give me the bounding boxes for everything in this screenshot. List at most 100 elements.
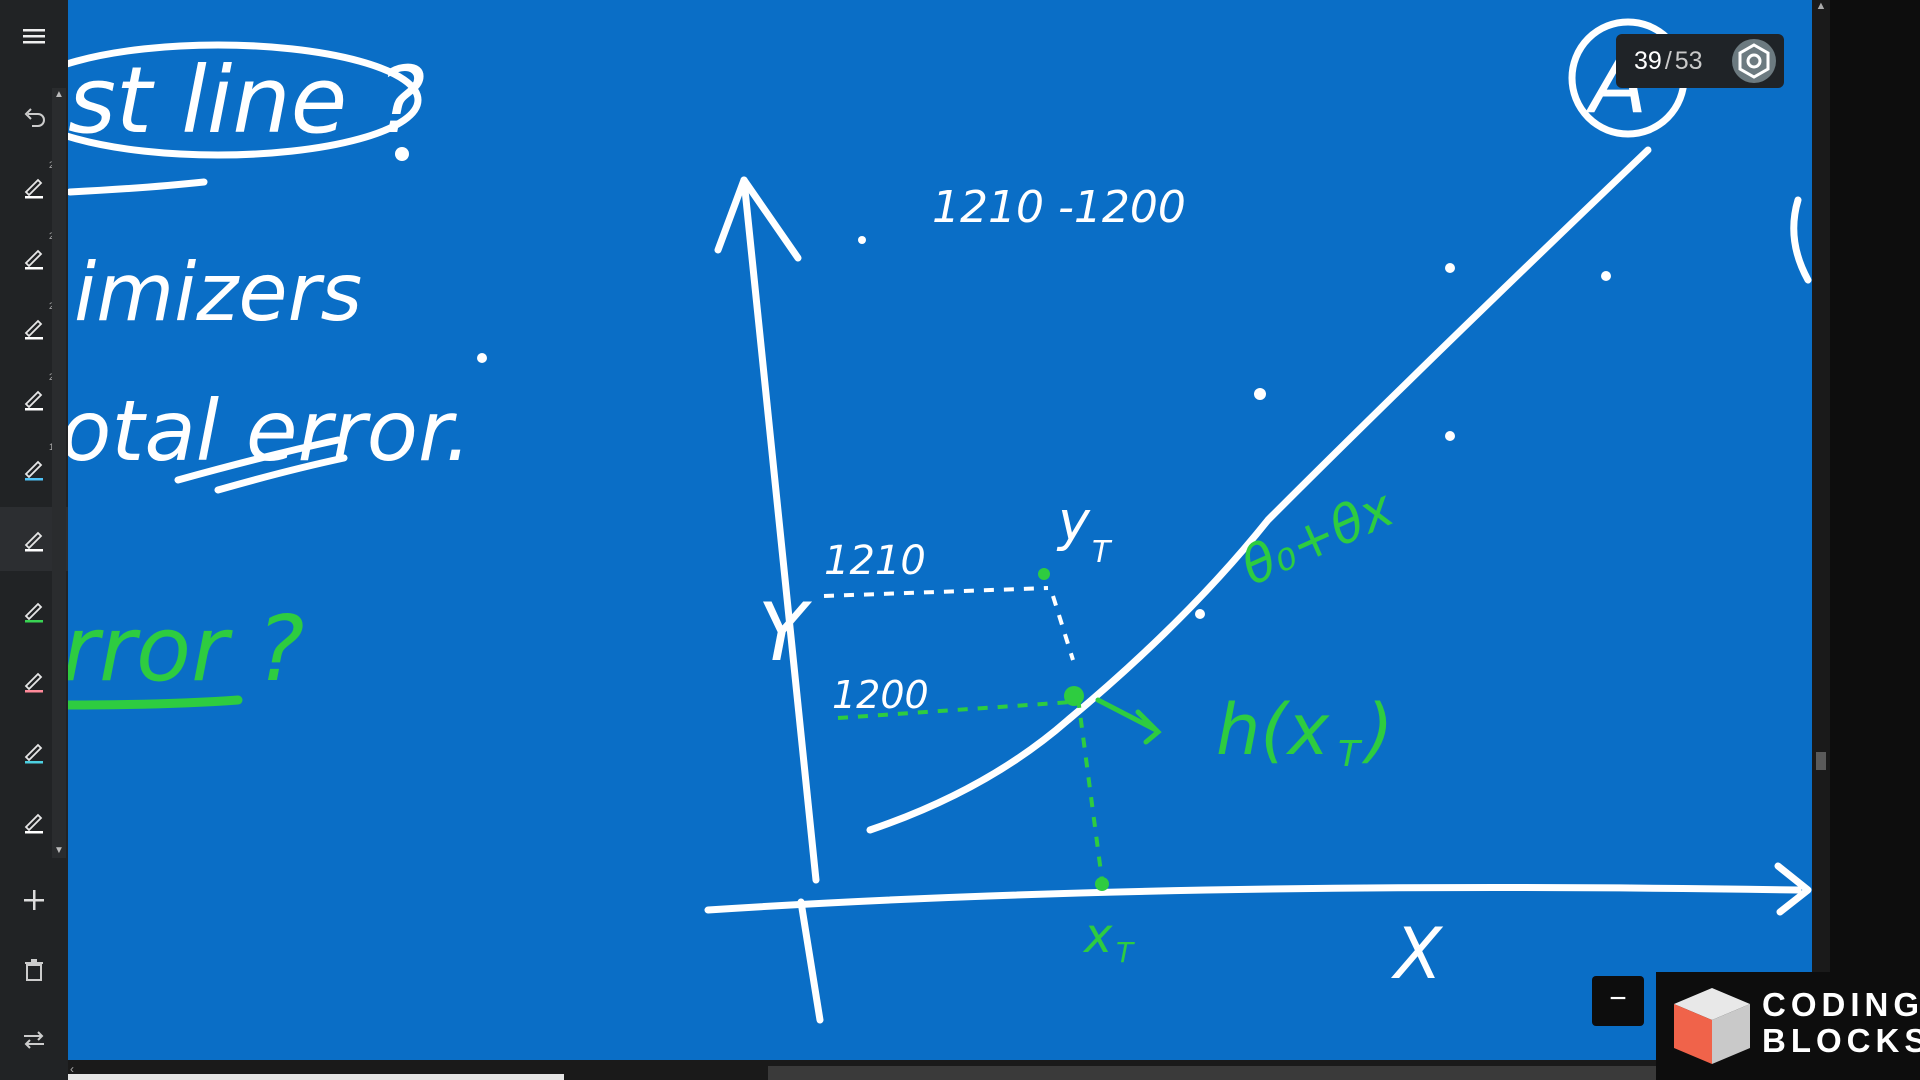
pen-icon [24,319,43,340]
right-margin [1830,0,1920,1080]
pen-tool-button[interactable] [0,578,68,642]
y-axis-arrow [714,176,802,262]
pen-badge: 2 [49,231,54,241]
xt-point [1095,877,1109,891]
pen-icon [24,178,43,199]
pen-icon [24,390,43,411]
scroll-down-icon[interactable]: ▼ [54,845,64,856]
data-point [1445,431,1455,441]
swap-icon [24,1031,44,1049]
annotation-difference: 1210 -1200 [932,182,1186,233]
data-point [1195,609,1205,619]
pen-tool-button[interactable]: 2 [0,225,68,289]
delete-button[interactable] [0,938,68,1002]
add-page-button[interactable] [0,868,68,932]
label-1200: 1200 [832,673,929,717]
y-axis-label: Y [758,586,813,679]
pen-icon [24,461,43,481]
pen-tool-button[interactable] [0,789,68,853]
scroll-up-icon[interactable]: ▲ [54,89,64,100]
total-pages: 53 [1674,46,1703,75]
y-t-subscript: T [1092,535,1113,570]
horizontal-scrollbar[interactable]: ‹ [68,1060,1812,1080]
pen-tool-button[interactable]: 2 [0,366,68,430]
pen-icon [24,602,43,623]
scroll-thumb[interactable] [68,1074,564,1080]
pen-tool-button[interactable]: 1 [0,436,68,500]
pen-icon [24,814,43,834]
question-dot [395,147,409,161]
data-point [858,236,866,244]
period-dot [477,353,487,363]
whiteboard-canvas[interactable]: st line ? imizers otal error. 1210 -1200… [68,0,1812,1060]
page-separator: / [1664,46,1672,75]
underline-stroke [68,178,208,196]
pen-badge: 2 [49,372,54,382]
left-text-green: rror ? [68,597,304,702]
add-icon [24,890,44,910]
h-pointer-arrow [1095,697,1162,745]
scroll-left-icon[interactable]: ‹ [70,1062,74,1076]
prediction-point [1064,686,1084,706]
whiteboard-drawing: st line ? imizers otal error. 1210 -1200… [68,18,1812,1024]
scroll-up-icon[interactable]: ▲ [1815,0,1827,12]
h-x-subscript: T [1338,734,1363,775]
h-x-close: ) [1361,689,1393,771]
pen-icon [24,743,43,764]
dotted-guide-1210 [823,586,1049,598]
data-point [1254,388,1266,400]
x-t-subscript: T [1116,936,1135,969]
regression-line [866,146,1652,834]
label-1210: 1210 [824,538,926,584]
x-t-label: x [1082,908,1113,964]
underline-stroke [214,454,348,494]
underline-stroke [174,436,342,484]
logo-line1: CODING [1762,986,1920,1023]
pen-tool-button[interactable] [0,648,68,712]
equation-label: θ₀+θx [1233,478,1404,598]
y-t-label: y [1056,490,1091,553]
settings-icon[interactable] [1730,37,1778,85]
pen-icon [24,672,43,693]
toolbar-scrollbar[interactable]: ▲ ▼ [52,88,66,858]
scroll-thumb[interactable] [1816,752,1826,770]
x-axis-line [704,884,1802,914]
menu-icon [23,29,45,44]
swap-button[interactable] [0,1008,68,1072]
edge-stroke [1790,196,1812,284]
dotted-error-segment [1051,595,1075,661]
pen-icon [24,531,43,552]
pen-badge: 2 [49,160,54,170]
tool-sidebar: 2 2 2 2 1 ▲ ▼ [0,0,68,1080]
pen-badge: 2 [49,301,54,311]
data-point [1445,263,1455,273]
logo-line2: BLOCKS [1762,1022,1920,1059]
left-text-line3: otal error. [68,382,472,480]
h-x-label: h(x [1216,689,1330,771]
vertical-scrollbar[interactable]: ▲ [1812,0,1830,1060]
x-axis-label: X [1390,913,1444,995]
highlight-oval [68,41,422,159]
green-underline [68,695,243,710]
current-page: 39 [1634,46,1662,75]
scroll-track[interactable] [768,1066,1728,1080]
pen-badge: 1 [49,442,54,452]
pen-tool-button[interactable]: 2 [0,154,68,218]
actual-point [1038,568,1050,580]
dotted-guide-xt [1076,697,1104,881]
x-axis-arrow [1774,862,1812,916]
pen-tool-button[interactable] [0,719,68,783]
logo-cube-icon [1674,988,1750,1064]
data-point [1601,271,1611,281]
zoom-out-button[interactable]: − [1592,976,1644,1026]
page-counter: 39 / 53 [1616,34,1784,88]
menu-button[interactable] [0,4,68,68]
undo-icon [24,108,45,127]
left-text-line1: st line ? [68,47,425,154]
pen-icon [24,249,43,270]
axis-tail [797,898,824,1024]
undo-button[interactable] [0,86,68,150]
pen-tool-button[interactable]: 2 [0,295,68,359]
trash-icon [25,959,43,981]
left-text-line2: imizers [74,246,362,339]
